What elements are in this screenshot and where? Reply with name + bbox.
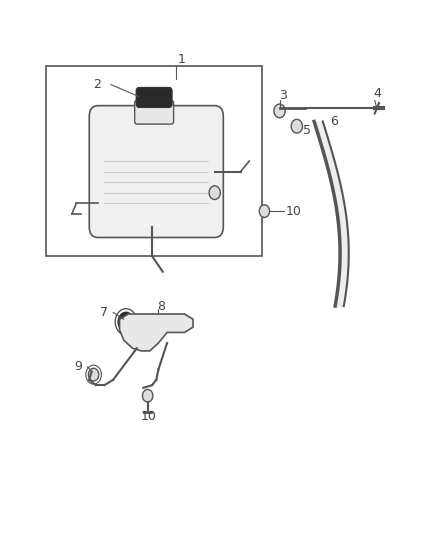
Circle shape	[274, 104, 285, 118]
Circle shape	[142, 390, 153, 402]
Text: 8: 8	[158, 300, 166, 312]
FancyBboxPatch shape	[134, 100, 173, 124]
FancyBboxPatch shape	[136, 88, 172, 107]
Circle shape	[259, 205, 270, 217]
FancyBboxPatch shape	[89, 106, 223, 238]
Text: 5: 5	[304, 124, 311, 137]
Circle shape	[88, 368, 99, 381]
Text: 7: 7	[100, 306, 108, 319]
Polygon shape	[120, 314, 193, 351]
Circle shape	[291, 119, 303, 133]
Circle shape	[118, 312, 134, 332]
Text: 10: 10	[140, 410, 156, 423]
Text: 10: 10	[286, 205, 302, 217]
Circle shape	[209, 186, 220, 199]
Text: 6: 6	[331, 115, 339, 128]
Text: 9: 9	[74, 360, 82, 373]
Bar	[46, 66, 262, 256]
Text: 1: 1	[178, 53, 186, 66]
Text: 2: 2	[94, 78, 102, 91]
Text: 4: 4	[374, 87, 381, 100]
Text: 3: 3	[279, 88, 286, 102]
